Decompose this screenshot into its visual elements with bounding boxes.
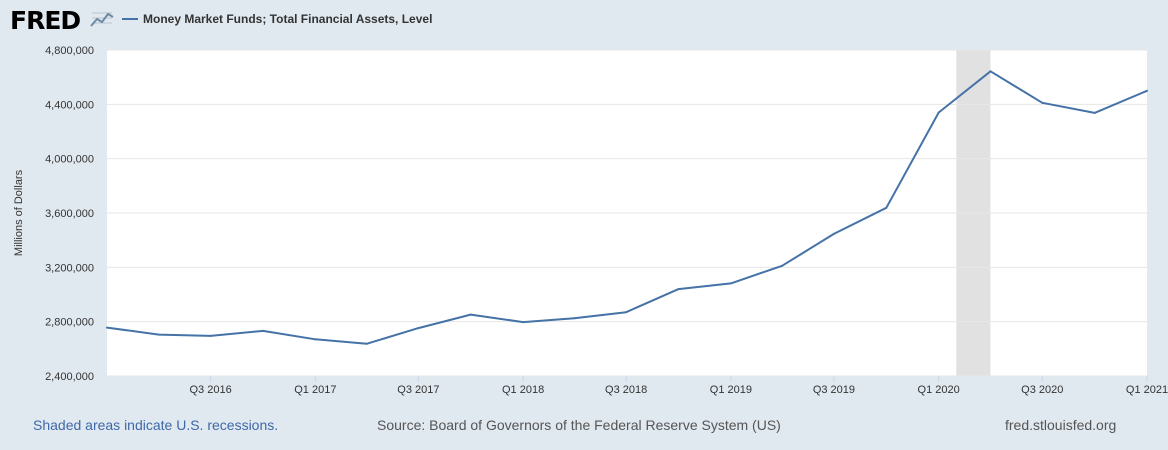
y-axis-ticks: 2,400,000 2,800,000 3,200,000 3,600,000 4,00… [45, 45, 94, 383]
data-point[interactable] [989, 70, 992, 73]
data-point[interactable] [625, 311, 628, 314]
data-point[interactable] [729, 282, 732, 285]
y-tick-label: 4,400,000 [45, 99, 94, 111]
data-point[interactable] [209, 334, 212, 337]
x-tick-label: Q3 2019 [813, 384, 855, 396]
y-tick-label: 3,200,000 [45, 262, 94, 274]
y-tick-label: 2,800,000 [45, 317, 94, 329]
y-tick-label: 3,600,000 [45, 208, 94, 220]
site-link[interactable]: fred.stlouisfed.org [1005, 417, 1117, 433]
x-tick-label: Q1 2018 [502, 384, 544, 396]
series-layer [106, 70, 1148, 345]
data-point[interactable] [832, 232, 835, 235]
data-point[interactable] [885, 206, 888, 209]
chart-header: FRED Money Market Funds; Total Financial… [10, 6, 1160, 35]
fred-logo[interactable]: FRED [10, 6, 81, 35]
data-point[interactable] [365, 342, 368, 345]
data-point[interactable] [937, 111, 940, 114]
x-tick-label: Q3 2016 [189, 384, 231, 396]
source-note: Source: Board of Governors of the Federa… [377, 417, 781, 433]
data-point[interactable] [573, 317, 576, 320]
x-tick-label: Q3 2018 [605, 384, 647, 396]
x-tick-label: Q1 2021 [1126, 384, 1168, 396]
gridlines [107, 49, 1147, 377]
y-tick-label: 2,400,000 [45, 371, 94, 383]
y-tick-label: 4,800,000 [45, 45, 94, 57]
y-axis-label: Millions of Dollars [13, 169, 25, 256]
legend-swatch [122, 18, 138, 20]
data-point[interactable] [1041, 101, 1044, 104]
data-point[interactable] [106, 326, 108, 329]
data-point[interactable] [1093, 111, 1096, 114]
data-point[interactable] [677, 288, 680, 291]
data-point[interactable] [781, 264, 784, 267]
x-tick-label: Q1 2020 [918, 384, 960, 396]
x-tick-label: Q1 2019 [710, 384, 752, 396]
data-point[interactable] [522, 321, 525, 324]
data-point[interactable] [469, 313, 472, 316]
data-point[interactable] [261, 329, 264, 332]
data-point[interactable] [314, 338, 317, 341]
data-point[interactable] [157, 333, 160, 336]
x-tick-label: Q3 2020 [1021, 384, 1063, 396]
recession-note-link[interactable]: Shaded areas indicate U.S. recessions. [33, 417, 279, 433]
y-tick-label: 4,000,000 [45, 154, 94, 166]
fred-graph-icon [90, 9, 114, 29]
data-point[interactable] [417, 327, 420, 330]
x-tick-label: Q3 2017 [397, 384, 439, 396]
data-point[interactable] [1146, 89, 1148, 92]
x-tick-label: Q1 2017 [294, 384, 336, 396]
legend-series-label: Money Market Funds; Total Financial Asse… [143, 12, 433, 26]
x-axis-ticks: Q3 2016 Q1 2017 Q3 2017 Q1 2018 Q3 2018 Q1 20… [189, 376, 1168, 396]
